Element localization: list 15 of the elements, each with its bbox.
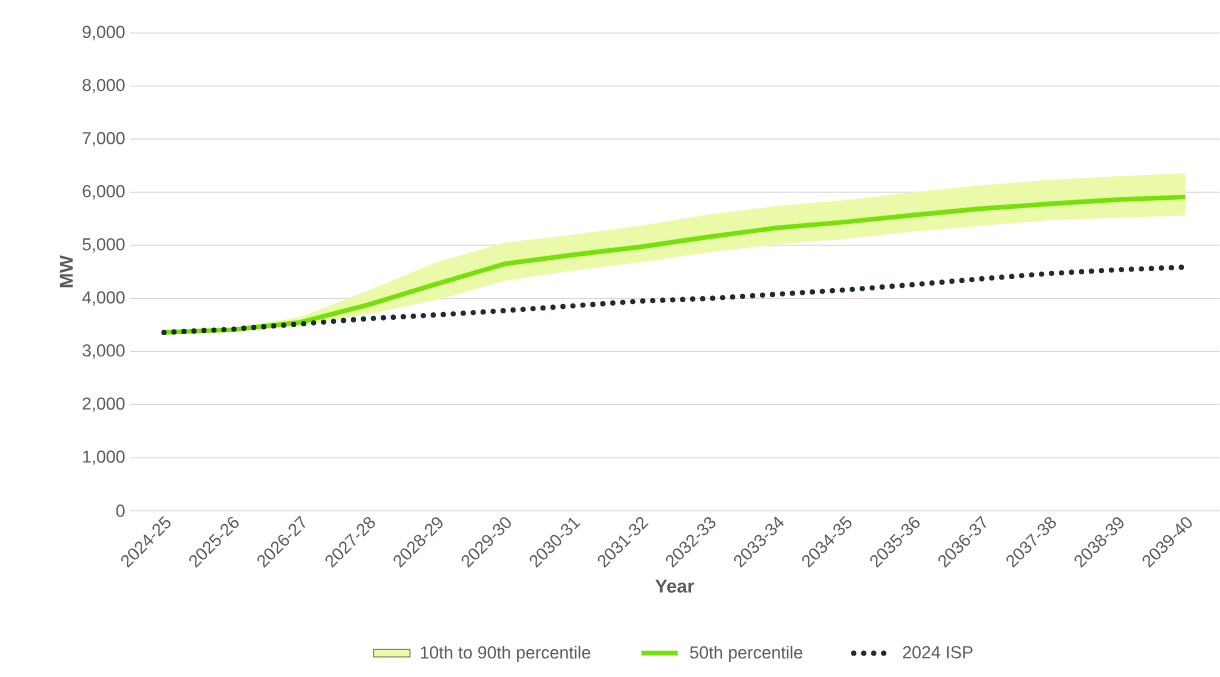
- y-tick-label: 7,000: [82, 132, 125, 147]
- x-axis-title: Year: [655, 579, 695, 593]
- y-axis-title: MW: [59, 255, 73, 288]
- y-tick-label: 0: [116, 504, 125, 518]
- y-tick-label: 1,000: [83, 450, 125, 465]
- y-tick-label: 4,000: [82, 291, 125, 306]
- legend-label: 2024 ISP: [903, 646, 973, 659]
- legend-label: 50th percentile: [690, 646, 803, 663]
- legend-label: 10th to 90th percentile: [420, 646, 591, 663]
- y-tick-label: 3,000: [82, 344, 125, 359]
- y-tick-label: 2,000: [82, 397, 125, 412]
- y-tick-label: 8,000: [82, 79, 125, 94]
- y-tick-label: 5,000: [82, 238, 125, 253]
- y-tick-label: 6,000: [82, 185, 125, 200]
- y-tick-label: 9,000: [82, 25, 125, 41]
